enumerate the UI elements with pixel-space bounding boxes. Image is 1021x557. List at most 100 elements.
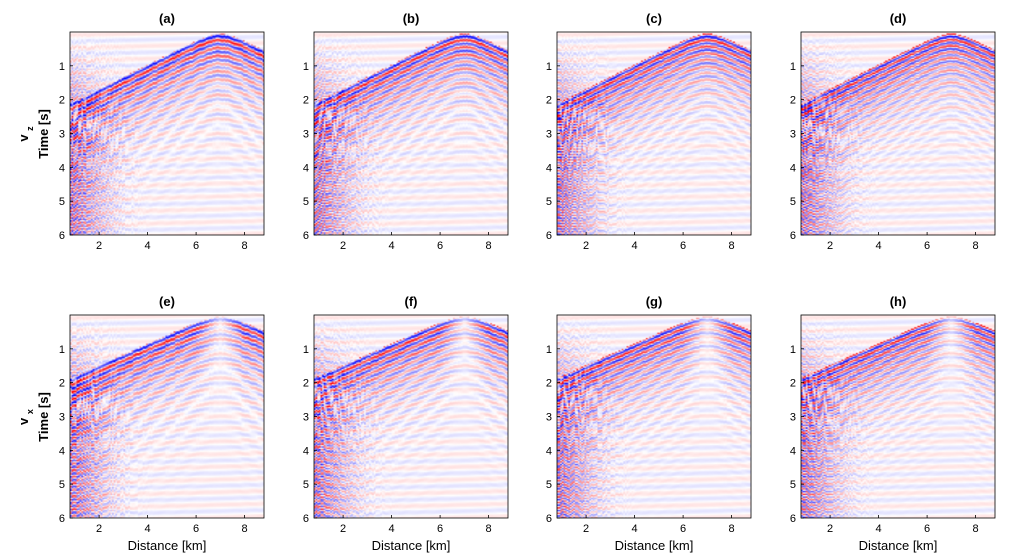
- seismic-image: [557, 32, 751, 235]
- y-tick-label: 6: [546, 513, 552, 525]
- panel-c: (c) 1 2 3 4 5 6 2 4 6 8: [546, 11, 752, 252]
- y-tick-label: 5: [59, 479, 65, 491]
- y-tick-label: 5: [546, 479, 552, 491]
- x-tick-label: 2: [583, 240, 589, 252]
- y-tick-label: 2: [59, 95, 65, 107]
- y-tick-label: 4: [546, 162, 552, 174]
- x-tick-label: 6: [193, 523, 199, 535]
- x-tick-label: 4: [389, 523, 395, 535]
- y-tick-label: 5: [303, 196, 309, 208]
- x-tick-label: 4: [389, 240, 395, 252]
- y-tick-label: 5: [546, 196, 552, 208]
- seismic-image: [801, 32, 995, 235]
- y-tick-label: 6: [303, 513, 309, 525]
- y-tick-label: 3: [59, 129, 65, 141]
- x-tick-label: 2: [827, 240, 833, 252]
- ylabel-row1: Time [s]: [36, 109, 51, 159]
- panel-e: (e) 1 2 3 4 5 6 2 4 6 8 Distance [km]: [59, 294, 265, 553]
- panel-d: (d) 1 2 3 4 5 6 2 4 6 8: [790, 11, 996, 252]
- x-tick-label: 4: [145, 523, 151, 535]
- x-tick-label: 8: [973, 240, 979, 252]
- y-tick-label: 1: [303, 344, 309, 356]
- y-tick-label: 5: [303, 479, 309, 491]
- y-tick-label: 3: [303, 129, 309, 141]
- y-tick-label: 2: [303, 378, 309, 390]
- ylabel-row2: Time [s]: [36, 392, 51, 442]
- y-tick-label: 4: [303, 162, 309, 174]
- seismic-image: [314, 32, 508, 235]
- y-tick-label: 1: [790, 344, 796, 356]
- x-tick-label: 6: [924, 240, 930, 252]
- panel-title: (e): [159, 294, 175, 309]
- x-tick-label: 8: [242, 240, 248, 252]
- panel-title: (g): [646, 294, 663, 309]
- x-tick-label: 2: [583, 523, 589, 535]
- x-tick-label: 4: [632, 240, 638, 252]
- y-tick-label: 3: [546, 412, 552, 424]
- x-tick-label: 8: [729, 240, 735, 252]
- x-tick-label: 2: [340, 240, 346, 252]
- x-tick-label: 4: [145, 240, 151, 252]
- panel-title: (c): [646, 11, 662, 26]
- y-tick-label: 2: [59, 378, 65, 390]
- y-tick-label: 4: [59, 162, 65, 174]
- y-tick-label: 2: [303, 95, 309, 107]
- y-tick-label: 2: [790, 95, 796, 107]
- panel-b: (b) 1 2 3 4 5 6 2 4 6 8: [303, 11, 509, 252]
- y-tick-label: 5: [59, 196, 65, 208]
- panel-h: (h) 1 2 3 4 5 6 2 4 6 8 Distance [km]: [790, 294, 996, 553]
- x-tick-label: 2: [96, 523, 102, 535]
- y-tick-label: 4: [790, 162, 796, 174]
- x-tick-label: 6: [924, 523, 930, 535]
- row-label-vz: v z: [16, 126, 35, 142]
- x-axis-label: Distance [km]: [859, 538, 938, 553]
- y-tick-label: 6: [790, 513, 796, 525]
- panel-a: (a) 1 2 3 4 5 6 2 4 6 8: [59, 11, 265, 252]
- panel-title: (a): [159, 11, 175, 26]
- y-tick-label: 1: [790, 61, 796, 73]
- panel-title: (h): [890, 294, 907, 309]
- x-tick-label: 6: [437, 523, 443, 535]
- y-tick-label: 1: [59, 61, 65, 73]
- y-tick-label: 3: [303, 412, 309, 424]
- x-tick-label: 6: [437, 240, 443, 252]
- y-tick-label: 6: [546, 230, 552, 242]
- x-axis-label: Distance [km]: [128, 538, 207, 553]
- seismic-image: [70, 32, 264, 235]
- y-tick-label: 1: [59, 344, 65, 356]
- x-tick-label: 8: [486, 523, 492, 535]
- x-tick-label: 2: [340, 523, 346, 535]
- y-tick-label: 3: [790, 412, 796, 424]
- y-tick-label: 1: [303, 61, 309, 73]
- x-tick-label: 2: [96, 240, 102, 252]
- panel-g: (g) 1 2 3 4 5 6 2 4 6 8 Distance [km]: [546, 294, 752, 553]
- y-tick-label: 3: [546, 129, 552, 141]
- panel-title: (f): [405, 294, 418, 309]
- x-tick-label: 6: [680, 523, 686, 535]
- y-tick-label: 6: [59, 513, 65, 525]
- x-tick-label: 8: [486, 240, 492, 252]
- y-tick-label: 3: [790, 129, 796, 141]
- y-tick-label: 2: [790, 378, 796, 390]
- y-tick-label: 6: [303, 230, 309, 242]
- y-tick-label: 4: [546, 445, 552, 457]
- y-tick-label: 1: [546, 61, 552, 73]
- y-tick-label: 3: [59, 412, 65, 424]
- x-tick-label: 2: [827, 523, 833, 535]
- y-tick-label: 5: [790, 196, 796, 208]
- panel-title: (d): [890, 11, 907, 26]
- y-tick-label: 4: [790, 445, 796, 457]
- seismic-image: [70, 315, 264, 518]
- panel-f: (f) 1 2 3 4 5 6 2 4 6 8 Distance [km]: [303, 294, 509, 553]
- y-tick-label: 2: [546, 95, 552, 107]
- x-tick-label: 4: [876, 523, 882, 535]
- y-tick-label: 4: [59, 445, 65, 457]
- y-tick-label: 4: [303, 445, 309, 457]
- x-tick-label: 6: [680, 240, 686, 252]
- x-tick-label: 8: [973, 523, 979, 535]
- x-axis-label: Distance [km]: [372, 538, 451, 553]
- y-tick-label: 6: [59, 230, 65, 242]
- y-tick-label: 1: [546, 344, 552, 356]
- seismic-image: [801, 315, 995, 518]
